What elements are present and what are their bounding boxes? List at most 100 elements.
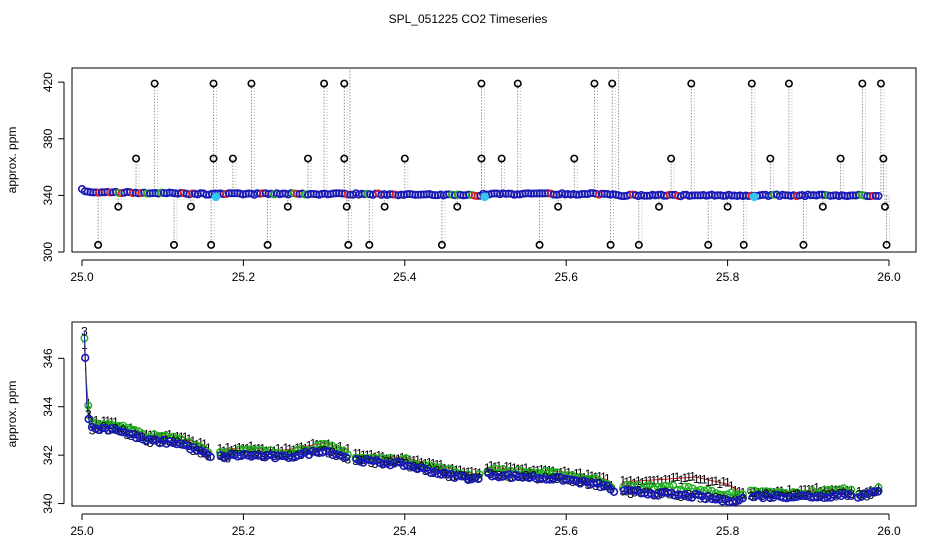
series-marker-label: 1	[414, 453, 421, 467]
outlier-mid-low-point	[380, 202, 389, 211]
y-tick-label: 340	[41, 185, 55, 205]
series-marker-label: 1	[740, 486, 747, 500]
series-marker-label: 1	[275, 442, 282, 456]
series-marker-label: 1	[190, 434, 197, 448]
outlier-low-point	[437, 240, 446, 249]
series-marker-label: 1	[205, 441, 212, 455]
panel-bottom: 25.0 25.2 25.4 25.6 25.8 26.0 340 342 344 346 appr…	[5, 321, 917, 538]
series-marker-label: 1	[468, 465, 475, 479]
series-marker-label: 3	[430, 466, 437, 480]
series-marker-label: 1	[178, 430, 185, 444]
outlier-mid-high-point	[340, 154, 349, 163]
series-ring	[321, 446, 331, 456]
series-marker-label: 3	[159, 435, 166, 449]
series-marker-label: 1	[523, 461, 530, 475]
series-marker-label: 3	[484, 466, 491, 480]
outlier-low-point	[799, 240, 808, 249]
series-marker-label: 1	[678, 473, 685, 487]
x-tick-label: 25.2	[232, 270, 256, 284]
outlier-mid-high-point	[228, 154, 237, 163]
series-marker-label: 1	[639, 475, 646, 489]
outlier-high-point	[513, 79, 522, 88]
series-marker-label: 1	[492, 460, 499, 474]
outlier-low-point	[882, 240, 891, 249]
series-ring	[470, 473, 480, 483]
series-marker-label: 1	[333, 441, 340, 455]
series-marker-label: 1	[465, 465, 472, 479]
series-marker-label: 1	[550, 464, 557, 478]
series-marker-label: 1	[344, 441, 351, 455]
series-marker-label: 1	[666, 472, 673, 486]
outlier-mid-low-point	[554, 202, 563, 211]
series-marker-label: 3	[639, 486, 646, 500]
outlier-points	[94, 79, 891, 249]
y-tick-label: 342	[41, 445, 55, 465]
series-marker-label: 3	[178, 438, 185, 452]
series-marker-label: 1	[786, 483, 793, 497]
series-marker-label: 3	[155, 435, 162, 449]
outlier-high-point	[687, 79, 696, 88]
series-marker-label: 1	[654, 473, 661, 487]
series-marker-label: 3	[267, 448, 274, 462]
series-marker-label: 1	[662, 473, 669, 487]
series-marker-label: 1	[778, 484, 785, 498]
outlier-mid-high-point	[209, 154, 218, 163]
series-marker	[537, 469, 546, 478]
series-marker-label: 1	[798, 483, 805, 497]
y-axis-label: approx. ppm	[5, 381, 19, 448]
series-marker-label: 3	[693, 487, 700, 501]
series-marker-label: 3	[763, 487, 770, 501]
series-ring	[457, 472, 466, 481]
series-marker-label: 3	[124, 428, 131, 442]
series-marker-label: 3	[538, 472, 545, 486]
series-marker-label: 3	[85, 408, 92, 422]
series-ring	[589, 478, 598, 488]
baseline-point	[871, 191, 880, 200]
series-marker	[84, 401, 93, 410]
series-marker-label: 3	[290, 451, 297, 465]
series-marker-label: 1	[193, 437, 200, 451]
series-ring	[392, 457, 402, 467]
x-tick-label: 25.4	[393, 524, 417, 538]
series-marker	[401, 454, 410, 463]
series-marker-label: 1	[527, 464, 534, 478]
series-marker-label: 1	[236, 440, 243, 454]
outlier-mid-low-point	[723, 202, 732, 211]
panel-top: 25.0 25.2 25.4 25.6 25.8 26.0 300 340 380 420 appr…	[5, 67, 917, 284]
outlier-mid-high-point	[879, 154, 888, 163]
series-marker-label: 1	[515, 462, 522, 476]
y-tick-label: 380	[41, 128, 55, 148]
series-ring	[599, 481, 609, 490]
series-marker-label: 1	[488, 459, 495, 473]
series-marker	[684, 483, 693, 492]
series-marker-label: 1	[685, 470, 692, 484]
series-marker-label: 1	[712, 474, 719, 488]
series-ring	[342, 452, 351, 462]
series-ring	[338, 452, 348, 461]
outlier-low-point	[94, 240, 103, 249]
baseline-point	[874, 191, 883, 200]
series-marker	[680, 482, 689, 491]
series-marker-label: 1	[387, 452, 394, 466]
series-marker-label: 1	[379, 450, 386, 464]
outlier-high-point	[209, 79, 218, 88]
x-tick-label: 26.0	[877, 524, 901, 538]
series-ring	[738, 493, 747, 503]
y-axis-label: approx. ppm	[5, 127, 19, 194]
series-marker-label: 1	[681, 471, 688, 485]
outlier-low-point	[739, 240, 748, 249]
series-marker-label: 1	[647, 474, 654, 488]
outlier-high-point	[747, 79, 756, 88]
outlier-high-point	[247, 79, 256, 88]
outlier-high-point	[150, 79, 159, 88]
series-marker-label: 1	[449, 462, 456, 476]
series-marker-label: 3	[217, 449, 224, 463]
series-ring	[264, 450, 273, 460]
series-ring	[870, 487, 880, 496]
series-marker-label: 3	[747, 489, 754, 503]
series-ring	[650, 490, 659, 500]
series-ring	[545, 475, 554, 484]
series-marker-label: 1	[620, 474, 627, 488]
series-marker	[727, 488, 736, 497]
series-marker-label: 3	[802, 489, 809, 503]
